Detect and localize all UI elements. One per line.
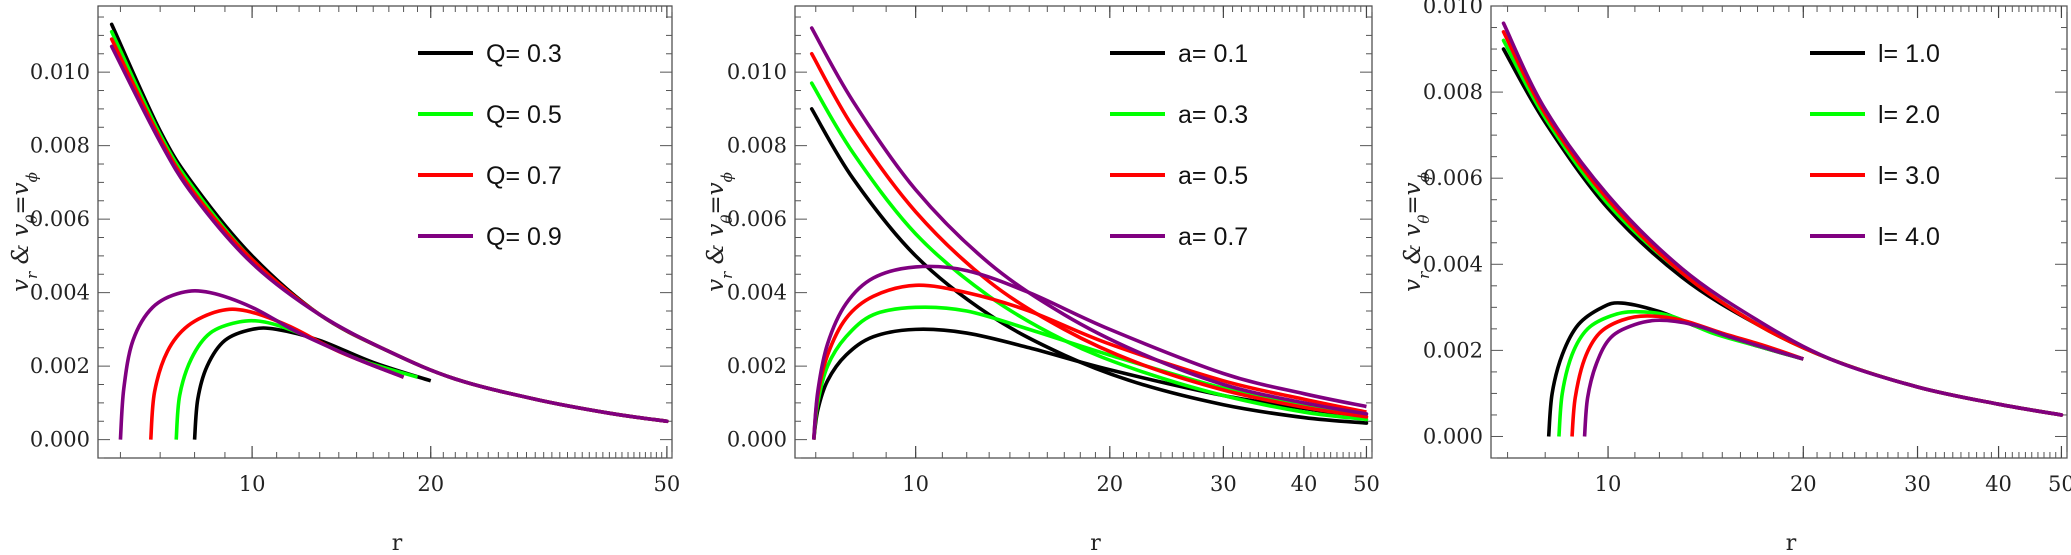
y-tick-label: 0.000 <box>30 428 90 452</box>
plot-frame <box>97 5 673 459</box>
y-tick-label: 0.002 <box>30 354 90 378</box>
plot-frame <box>1490 5 2068 459</box>
y-tick-label: 0.006 <box>1423 166 1483 190</box>
y-tick-label: 0.004 <box>727 281 787 305</box>
series-3-lower-line <box>811 283 1367 440</box>
y-axis-title: vr & vθ=vϕ <box>703 172 736 292</box>
x-tick-label: 10 <box>239 472 266 496</box>
legend: l= 1.0 l= 2.0 l= 3.0 l= 4.0 <box>1810 40 1940 251</box>
y-tick-label: 0.002 <box>727 354 787 378</box>
series-2-upper-line <box>1501 38 2064 417</box>
y-tick-label: 0.006 <box>727 207 787 231</box>
x-axis-title: r <box>392 531 403 555</box>
legend-label: Q= 0.5 <box>486 101 562 129</box>
legend: Q= 0.3 Q= 0.5 Q= 0.7 Q= 0.9 <box>418 40 562 251</box>
y-tick-label: 0.008 <box>30 134 90 158</box>
curves <box>809 26 1369 440</box>
series-2-lower-line <box>811 305 1367 440</box>
y-tick-label: 0.010 <box>727 60 787 84</box>
legend-label: a= 0.5 <box>1178 162 1248 190</box>
x-tick-label: 40 <box>1291 472 1318 496</box>
series-1-lower-line <box>811 327 1367 440</box>
y-tick-label: 0.000 <box>727 428 787 452</box>
legend-label: l= 1.0 <box>1878 40 1940 68</box>
series-3-upper-line <box>109 37 669 424</box>
y-tick-label: 0.010 <box>30 60 90 84</box>
x-tick-label: 30 <box>1904 472 1931 496</box>
series-4-upper-line <box>1501 21 2064 417</box>
x-axis-title: r <box>1090 531 1101 555</box>
legend-label: Q= 0.9 <box>486 223 562 251</box>
series-3-lower-line <box>1570 314 1804 437</box>
series-2-upper-line <box>809 81 1369 422</box>
x-axis-title: r <box>1786 531 1797 555</box>
x-tick-label: 10 <box>1595 472 1622 496</box>
series-3-upper-line <box>809 51 1369 419</box>
x-tick-label: 40 <box>1985 472 2012 496</box>
legend-label: Q= 0.3 <box>486 40 562 68</box>
x-tick-label: 20 <box>417 472 444 496</box>
x-tick-label: 30 <box>1210 472 1237 496</box>
legend-label: l= 4.0 <box>1878 223 1940 251</box>
legend-label: a= 0.3 <box>1178 101 1248 129</box>
legend-label: l= 3.0 <box>1878 162 1940 190</box>
series-1-lower-line <box>192 326 432 440</box>
series-4-lower-line <box>118 288 405 440</box>
curves <box>1501 21 2064 437</box>
y-tick-label: 0.002 <box>1423 338 1483 362</box>
series-2-upper-line <box>109 29 669 424</box>
series-4-upper-line <box>109 44 669 424</box>
legend-label: l= 2.0 <box>1878 101 1940 129</box>
series-3-upper-line <box>1501 30 2064 417</box>
y-axis-title: vr & vθ=vϕ <box>8 172 41 292</box>
legend-label: Q= 0.7 <box>486 162 562 190</box>
y-tick-label: 0.004 <box>30 281 90 305</box>
plot-frame <box>794 5 1373 459</box>
y-tick-label: 0.000 <box>1423 424 1483 448</box>
x-tick-label: 10 <box>902 472 929 496</box>
series-1-upper-line <box>809 107 1369 425</box>
series-4-upper-line <box>809 26 1369 416</box>
x-tick-label: 50 <box>654 472 681 496</box>
series-1-upper-line <box>1501 47 2064 417</box>
y-tick-label: 0.006 <box>30 207 90 231</box>
curves <box>109 22 669 440</box>
x-tick-label: 20 <box>1096 472 1123 496</box>
x-tick-label: 50 <box>2048 472 2071 496</box>
legend-label: a= 0.7 <box>1178 223 1248 251</box>
legend: a= 0.1 a= 0.3 a= 0.5 a= 0.7 <box>1110 40 1248 251</box>
series-2-lower-line <box>174 318 419 440</box>
x-tick-label: 50 <box>1353 472 1380 496</box>
y-tick-label: 0.004 <box>1423 252 1483 276</box>
panel-1: 10 20 50 0.000 0.002 0.004 0.006 0.008 0.010 r vr … <box>8 5 681 555</box>
panel-2: 10 20 30 40 50 0.000 0.002 0.004 0.006 0.008 0.010… <box>703 5 1380 555</box>
y-tick-label: 0.008 <box>727 134 787 158</box>
y-axis-title: vr & vθ=vϕ <box>1400 172 1433 292</box>
y-tick-label: 0.010 <box>1423 0 1483 18</box>
panel-3: 10 20 30 40 50 0.000 0.002 0.004 0.006 0.008 0.010… <box>1400 0 2071 555</box>
y-tick-label: 0.008 <box>1423 80 1483 104</box>
series-4-lower-line <box>1582 318 1804 437</box>
legend-label: a= 0.1 <box>1178 40 1248 68</box>
series-1-upper-line <box>109 22 669 424</box>
series-4-lower-line <box>811 264 1367 440</box>
x-tick-label: 20 <box>1790 472 1817 496</box>
